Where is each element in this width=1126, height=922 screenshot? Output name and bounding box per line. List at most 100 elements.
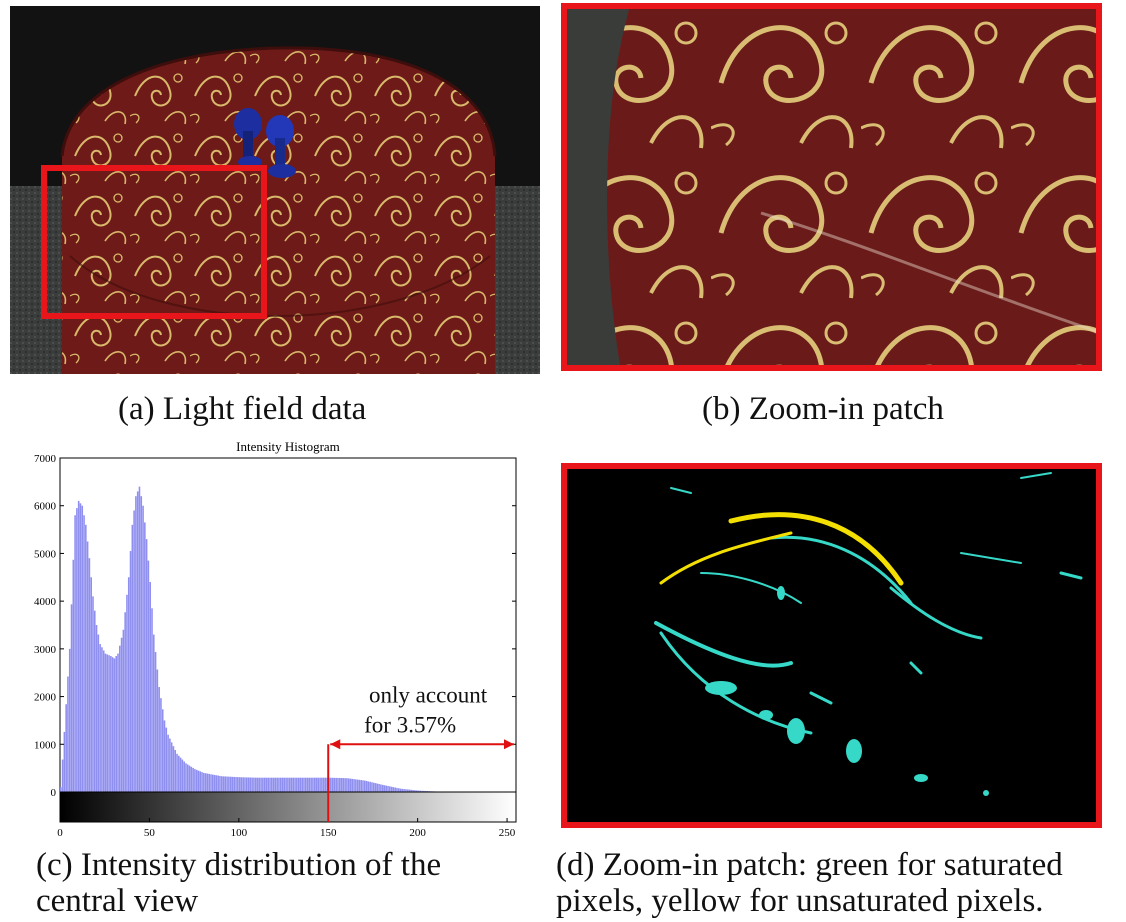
histogram-bar — [133, 510, 135, 792]
histogram-bar — [331, 777, 334, 792]
chart-title: Intensity Histogram — [236, 439, 340, 454]
histogram-bar — [186, 764, 189, 792]
histogram-bar — [238, 777, 241, 792]
histogram-bar — [88, 558, 91, 792]
histogram-bar — [337, 777, 339, 792]
histogram-bar — [417, 790, 420, 792]
histogram-bar — [283, 777, 286, 792]
histogram-bar — [260, 777, 262, 792]
histogram-bar — [190, 766, 193, 792]
histogram-bar — [83, 515, 85, 792]
histogram-bar — [90, 577, 92, 792]
histogram-bar — [206, 773, 209, 792]
histogram-bar — [412, 789, 414, 792]
histogram-bar — [274, 777, 277, 792]
histogram-bar — [224, 776, 227, 792]
histogram-bar — [213, 774, 216, 792]
histogram-bar — [297, 777, 300, 792]
histogram-bar — [344, 778, 346, 792]
histogram-bar — [310, 777, 312, 792]
histogram-bar — [356, 779, 359, 792]
histogram-bar — [253, 777, 255, 792]
histogram-bar — [278, 777, 280, 792]
caption-d-line1: (d) Zoom-in patch: green for saturated — [556, 847, 1063, 883]
arrow-left-icon — [330, 739, 341, 750]
histogram-bar — [194, 769, 196, 792]
annotation-text-line1: only account — [369, 682, 488, 707]
histogram-bar — [414, 790, 416, 792]
histogram-bar — [76, 508, 78, 792]
histogram-bar — [212, 774, 214, 792]
histogram-bar — [410, 789, 413, 792]
histogram-bar — [170, 742, 173, 792]
histogram-bar — [60, 787, 62, 792]
histogram-bar — [104, 653, 107, 792]
histogram-bar — [169, 738, 171, 792]
histogram-bar — [394, 787, 396, 792]
histogram-bar — [95, 625, 98, 792]
histogram-bar — [149, 582, 151, 792]
histogram-bar — [136, 491, 139, 792]
histogram-bar — [385, 785, 388, 792]
histogram-bar — [124, 612, 126, 792]
histogram-bar — [347, 778, 350, 792]
histogram-bar — [294, 777, 296, 792]
histogram-bar — [197, 770, 200, 792]
histogram-bar — [299, 777, 302, 792]
histogram-bar — [63, 731, 66, 792]
histogram-bar — [210, 774, 212, 792]
x-tick-label: 150 — [320, 827, 337, 839]
histogram-bar — [346, 778, 348, 792]
patch-frame — [561, 463, 1102, 828]
histogram-bar — [181, 759, 184, 792]
x-tick-label: 100 — [231, 827, 248, 839]
histogram-bar — [389, 786, 391, 792]
histogram-bar — [176, 753, 178, 792]
histogram-bar — [247, 777, 250, 792]
histogram-bar — [178, 755, 180, 792]
histogram-bar — [392, 787, 395, 792]
histogram-bar — [231, 776, 234, 792]
caption-a: (a) Light field data — [118, 391, 367, 427]
histogram-bar — [396, 787, 398, 792]
histogram-bar — [119, 645, 121, 792]
histogram-bar — [201, 772, 203, 792]
histogram-bar — [303, 777, 305, 792]
histogram-bar — [142, 505, 144, 792]
x-tick-label: 50 — [144, 827, 156, 839]
y-tick-label: 0 — [51, 787, 57, 799]
highlight-box — [41, 165, 267, 319]
histogram-bar — [163, 720, 166, 792]
histogram-bar — [355, 779, 357, 792]
histogram-bar — [267, 777, 270, 792]
histogram-bar — [208, 773, 211, 792]
histogram-bar — [97, 634, 100, 792]
histogram-bar — [215, 775, 218, 792]
histogram-bar — [249, 777, 252, 792]
arrow-right-icon — [504, 739, 514, 750]
y-tick-label: 3000 — [34, 644, 57, 656]
caption-d-line2: pixels, yellow for unsaturated pixels. — [556, 883, 1044, 919]
histogram-bar — [381, 784, 384, 792]
histogram-bar — [242, 777, 244, 792]
histogram-bar — [72, 559, 75, 792]
histogram-bar — [67, 676, 69, 792]
histogram-bar — [102, 650, 105, 792]
histogram-bar — [287, 777, 289, 792]
histogram-bar — [85, 524, 87, 792]
histogram-bar — [313, 777, 316, 792]
histogram-bar — [362, 780, 364, 792]
histogram-bar — [154, 652, 157, 792]
histogram-bar — [156, 669, 159, 792]
histogram-bar — [335, 777, 337, 792]
y-tick-label: 7000 — [34, 453, 57, 465]
histogram-bar — [304, 777, 307, 792]
histogram-bar — [81, 505, 84, 792]
histogram-bar — [279, 777, 282, 792]
histogram-bar — [235, 777, 237, 792]
y-tick-label: 1000 — [34, 739, 57, 751]
histogram-bar — [151, 608, 153, 792]
histogram-bar — [308, 777, 311, 792]
histogram-bar — [296, 777, 298, 792]
histogram-bar — [192, 767, 194, 792]
